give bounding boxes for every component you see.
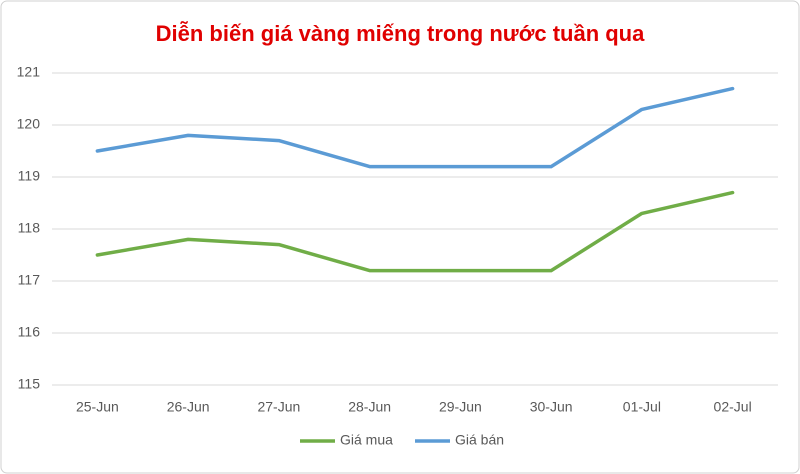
y-tick-label: 117 [18, 272, 41, 288]
y-tick-label: 115 [18, 376, 41, 392]
series-line [95, 190, 735, 273]
x-tick-label: 02-Jul [714, 399, 752, 415]
x-tick-label: 26-Jun [167, 399, 210, 415]
series-line [95, 86, 735, 169]
x-tick-label: 28-Jun [348, 399, 391, 415]
chart-title: Diễn biến giá vàng miếng trong nước tuần… [156, 21, 645, 46]
x-tick-label: 27-Jun [257, 399, 300, 415]
x-tick-label: 01-Jul [623, 399, 661, 415]
y-tick-label: 119 [18, 168, 41, 184]
y-tick-label: 118 [18, 220, 41, 236]
x-tick-label: 30-Jun [530, 399, 573, 415]
legend-label: Giá bán [455, 432, 504, 448]
x-tick-label: 29-Jun [439, 399, 482, 415]
x-tick-label: 25-Jun [76, 399, 119, 415]
y-tick-label: 116 [18, 324, 41, 340]
legend-label: Giá mua [340, 432, 393, 448]
y-tick-label: 121 [17, 64, 41, 80]
y-tick-label: 120 [17, 116, 41, 132]
